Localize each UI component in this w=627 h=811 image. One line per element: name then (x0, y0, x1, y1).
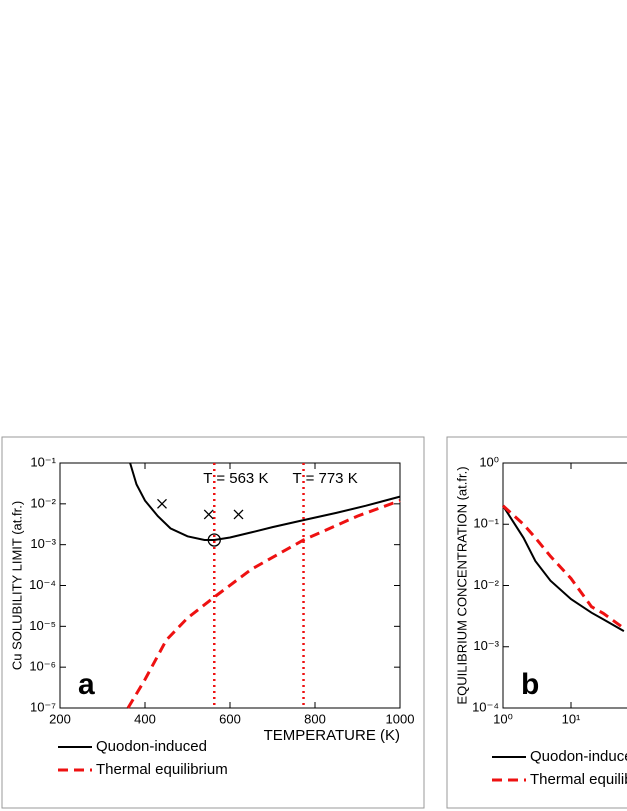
y-tick-label: 10⁻⁴ (472, 699, 499, 714)
y-tick-label: 10⁻¹ (473, 516, 499, 531)
x-tick-label: 10⁰ (493, 711, 513, 726)
legend-label: Thermal equilibrium (530, 771, 627, 788)
data-marker (203, 509, 214, 520)
x-tick-label: 200 (49, 711, 71, 726)
panel-frame (1, 436, 425, 809)
panel-label: a (78, 668, 95, 701)
panel-label: b (521, 668, 539, 701)
y-tick-label: 10⁻³ (30, 536, 56, 551)
series-line (129, 462, 401, 541)
y-tick-label: 10⁻⁷ (30, 699, 56, 714)
y-axis-label: EQUILIBRIUM CONCENTRATION (at.fr.) (454, 466, 469, 704)
y-axis-label: Cu SOLUBILITY LIMIT (at.fr.) (9, 501, 24, 670)
legend-label: Quodon-induced (530, 748, 627, 765)
highlight-circle (207, 533, 221, 547)
x-tick-label: 800 (304, 711, 326, 726)
panel-frame (446, 436, 627, 809)
y-tick-label: 10⁻⁶ (29, 659, 56, 674)
y-tick-label: 10⁻⁴ (29, 577, 56, 592)
reference-label: T = 563 K (203, 470, 268, 487)
x-tick-label: 10¹ (562, 711, 581, 726)
x-axis-label: TEMPERATURE (K) (264, 727, 400, 744)
y-tick-label: 10⁻² (30, 495, 56, 510)
legend-label: Thermal equilibrium (96, 761, 228, 778)
data-marker (157, 498, 167, 509)
x-tick-label: 1000 (386, 711, 415, 726)
x-tick-label: 400 (134, 711, 156, 726)
x-tick-label: 600 (219, 711, 241, 726)
data-marker (233, 509, 244, 520)
series-line (126, 499, 401, 709)
series-line (502, 505, 625, 632)
y-tick-label: 10⁻³ (473, 638, 499, 653)
y-tick-label: 10⁰ (479, 454, 499, 469)
y-tick-label: 10⁻² (473, 577, 499, 592)
series-line (501, 504, 625, 630)
reference-label: T = 773 K (293, 470, 358, 487)
legend-label: Quodon-induced (96, 738, 207, 755)
y-tick-label: 10⁻¹ (30, 454, 56, 469)
y-tick-label: 10⁻⁵ (29, 618, 56, 633)
